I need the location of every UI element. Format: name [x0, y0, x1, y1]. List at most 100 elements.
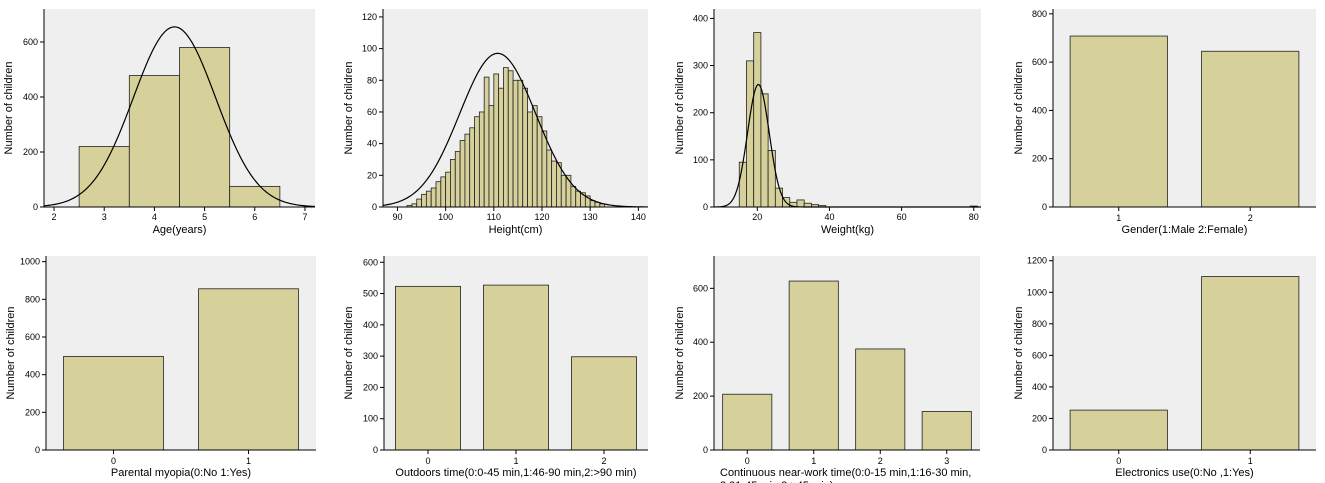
y-tick-label: 200 [23, 147, 38, 157]
x-axis-title: Parental myopia(0:No 1:Yes) [111, 467, 251, 479]
y-tick-label: 800 [1032, 9, 1047, 19]
y-tick-label: 600 [23, 37, 38, 47]
bar [498, 87, 504, 208]
x-tick-label: 40 [824, 212, 834, 222]
bar [796, 199, 805, 208]
bar [469, 127, 475, 208]
bar [478, 111, 485, 208]
y-tick-label: 1200 [1027, 256, 1047, 266]
bar [450, 159, 456, 208]
chart-age: 0 200 400 600 2 3 4 5 6 7 Age(years) Number of chil… [3, 9, 316, 236]
y-tick-label: 800 [1032, 319, 1047, 329]
bars [395, 284, 637, 451]
y-tick-label: 200 [693, 391, 708, 401]
y-tick-label: 600 [363, 257, 378, 267]
x-tick-label: 3 [102, 212, 107, 222]
y-tick-label: 20 [367, 170, 377, 180]
bar [179, 47, 231, 208]
x-axis-title: Continuous near-work time(0:0-15 min,1:1… [720, 467, 971, 479]
bars [406, 67, 606, 208]
x-tick-label: 2 [878, 456, 883, 466]
bar [425, 190, 432, 208]
bar [445, 171, 451, 208]
chart-outdoors: 0 1 2 0 100 200 300 400 500 600 Outdoors time(0:0-… [343, 256, 648, 479]
y-tick-label: 600 [1032, 57, 1047, 67]
y-axis-title: Number of children [674, 62, 686, 155]
bar [570, 186, 577, 208]
x-tick-label: 110 [487, 212, 501, 222]
x-axis-title: Electronics use(0:No ,1:Yes) [1115, 467, 1253, 479]
bar [556, 162, 562, 208]
x-axis-title: Height(cm) [489, 224, 543, 236]
x-tick-label: 90 [392, 212, 402, 222]
chart-electronics: 0 1 0 200 400 600 800 1000 1200 Electronics use(0… [1013, 256, 1316, 479]
x-tick-label: 7 [302, 212, 307, 222]
y-tick-label: 1000 [20, 257, 40, 267]
bar [421, 193, 427, 208]
y-axis-title: Number of children [3, 62, 15, 155]
x-tick-label: 130 [583, 212, 598, 222]
x-tick-label: 120 [534, 212, 549, 222]
bar [198, 288, 299, 451]
bar [78, 146, 130, 208]
bar [774, 187, 783, 208]
y-axis-title: Number of children [5, 307, 17, 400]
bar [541, 130, 548, 208]
bar [767, 150, 776, 208]
bar [493, 73, 500, 208]
bar [571, 356, 637, 451]
y-tick-label: 1000 [1027, 287, 1047, 297]
bar [395, 285, 461, 451]
bar [430, 187, 437, 208]
y-axis-title: Number of children [343, 307, 355, 400]
x-tick-label: 6 [252, 212, 257, 222]
bar [1201, 50, 1300, 208]
x-tick-label: 4 [152, 212, 157, 222]
y-tick-label: 400 [363, 320, 378, 330]
x-tick-label: 0 [745, 456, 750, 466]
bar [474, 116, 480, 208]
y-tick-label: 0 [1042, 445, 1047, 455]
bar [760, 93, 769, 208]
y-tick-label: 0 [373, 445, 378, 455]
y-tick-label: 200 [25, 407, 40, 417]
bar [522, 87, 528, 208]
x-axis-title: Outdoors time(0:0-45 min,1:46-90 min,2:>… [395, 467, 636, 479]
x-axis-title-line2: 2:31-45 min,3:>45 min) [720, 480, 833, 483]
y-axis-title: Number of children [1013, 307, 1025, 400]
bar [483, 284, 549, 451]
bar [546, 149, 553, 208]
y-tick-label: 600 [1032, 350, 1047, 360]
x-tick-label: 1 [811, 456, 816, 466]
bar [551, 160, 557, 208]
x-tick-label: 80 [969, 212, 979, 222]
chart-weight: 0 100 200 300 400 20 40 60 80 Weight(kg) Number of… [674, 9, 981, 236]
y-tick-label: 40 [367, 139, 377, 149]
y-tick-label: 400 [25, 370, 40, 380]
bar [507, 70, 514, 208]
bar [512, 79, 519, 208]
x-tick-label: 2 [52, 212, 57, 222]
bars [722, 280, 972, 451]
y-tick-label: 400 [23, 92, 38, 102]
y-tick-label: 0 [35, 445, 40, 455]
x-axis-title: Weight(kg) [821, 224, 874, 236]
bar [738, 161, 747, 208]
y-tick-label: 0 [372, 202, 377, 212]
x-tick-label: 0 [425, 456, 430, 466]
y-tick-label: 200 [1032, 154, 1047, 164]
bar [1201, 276, 1300, 451]
y-tick-label: 100 [362, 44, 377, 54]
chart-near_work: 0 1 2 3 0 200 400 600 Continuous near-work time(… [674, 256, 980, 483]
bars [1069, 35, 1300, 208]
bar [459, 140, 466, 208]
y-tick-label: 80 [367, 75, 377, 85]
bar [440, 176, 447, 208]
normal-curve [43, 26, 316, 208]
x-tick-label: 100 [438, 212, 453, 222]
y-tick-label: 100 [693, 155, 708, 165]
chart-parental_myopia: 0 1 0 200 400 600 800 1000 Parental myopia(0:No … [5, 256, 316, 479]
y-tick-label: 300 [693, 61, 708, 71]
bar [483, 76, 490, 208]
